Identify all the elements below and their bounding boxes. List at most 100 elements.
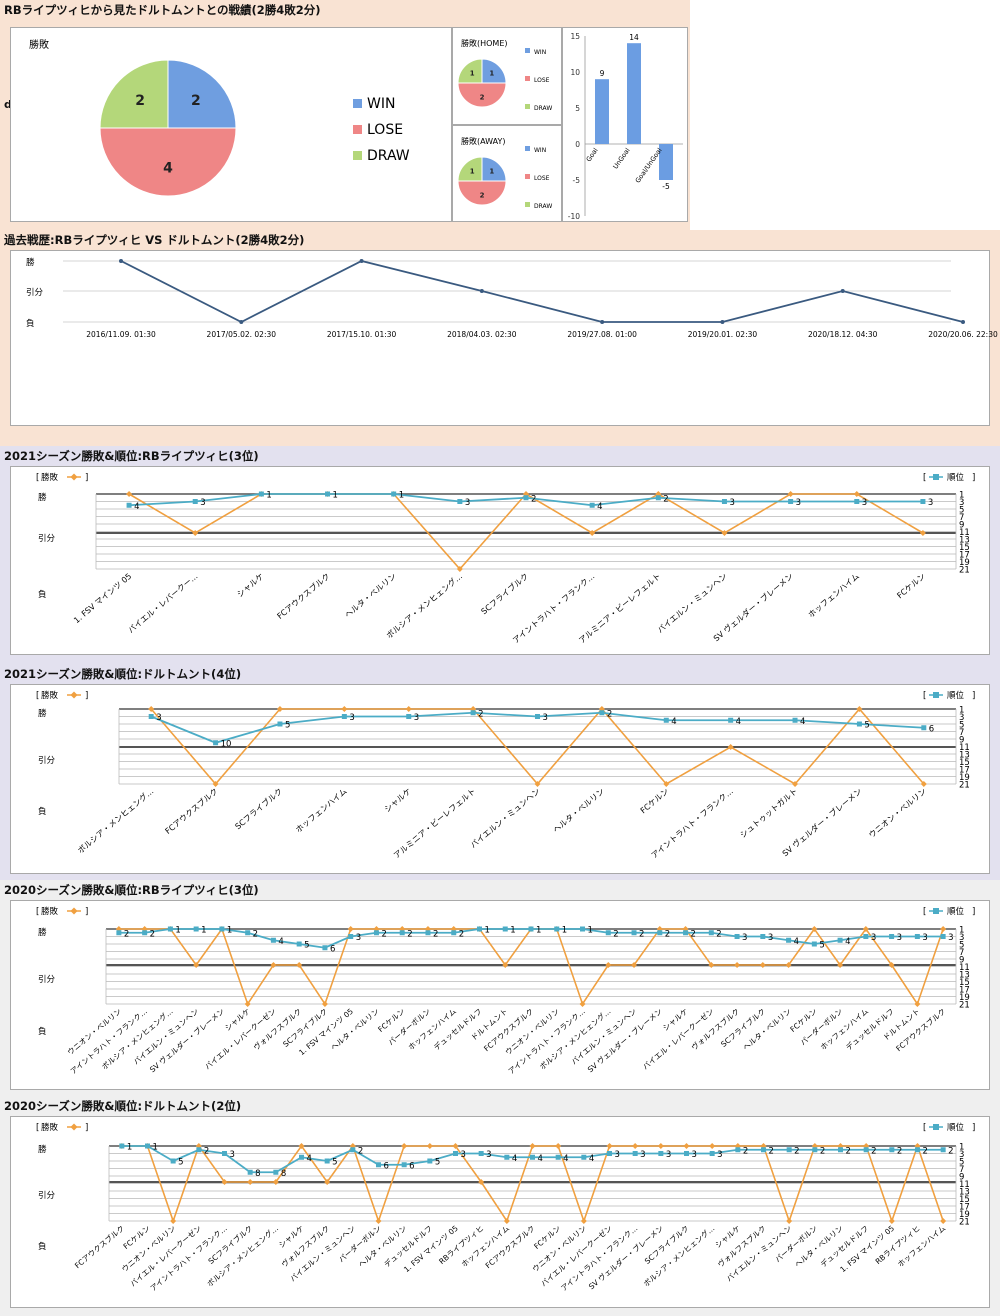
rb2021-rank-label: 3 bbox=[729, 498, 734, 508]
bvb2021-rank-point bbox=[663, 717, 669, 723]
bvb2021-result-point bbox=[792, 781, 799, 787]
rb2021-rank-point bbox=[721, 499, 727, 504]
bvb2021-rank-label: 3 bbox=[156, 713, 161, 723]
pie-overall-title: 勝敗 bbox=[29, 38, 49, 51]
bvb2020-ytick-right: 1 bbox=[959, 1143, 964, 1153]
bvb2020-rank-label: 1 bbox=[153, 1143, 158, 1153]
bvb2020-rank-point bbox=[478, 1151, 484, 1156]
bvb2020-rank-point bbox=[324, 1158, 330, 1164]
bvb2020-rank-point bbox=[581, 1154, 587, 1160]
bar-ytick: 15 bbox=[570, 32, 580, 41]
bvb2020-rank-label: 5 bbox=[178, 1158, 183, 1168]
rb2020-rank-label: 2 bbox=[433, 929, 438, 939]
rb2020-legend-right-marker bbox=[933, 908, 939, 914]
rb2020-legend-left-bracket-open: [ bbox=[36, 907, 39, 917]
rb2020-result-point bbox=[579, 1001, 586, 1007]
bvb2020-rank-label: 4 bbox=[589, 1154, 594, 1164]
pie-away-title: 勝敗(AWAY) bbox=[461, 136, 506, 146]
pie-home-legend-swatch-win bbox=[525, 48, 530, 53]
bvb2021-rank-label: 6 bbox=[929, 724, 934, 734]
bar-ytick: 10 bbox=[570, 68, 580, 77]
section-2021-bvb: 2021シーズン勝敗&順位:ドルトムント(4位) [勝敗][順位] 1 3 5 7 9 11… bbox=[0, 666, 1000, 880]
bvb2020-rank-label: 3 bbox=[717, 1150, 722, 1160]
rb2021-rank-point bbox=[325, 491, 331, 497]
rb2020-result-point bbox=[244, 1001, 251, 1007]
rb2020-ytick-right: 17 bbox=[959, 986, 970, 996]
rb2020-ytick-right: 5 bbox=[959, 941, 964, 951]
pie-away-legend-win: WIN bbox=[534, 147, 546, 154]
legend-label-draw: DRAW bbox=[367, 148, 410, 164]
bvb2020-category: パーダーボルン bbox=[773, 1223, 820, 1264]
pie-away-slice-draw bbox=[457, 156, 483, 182]
pie-away-label-draw: 1 bbox=[470, 168, 475, 176]
bvb2020-rank-point bbox=[555, 1154, 561, 1160]
rb2021-result-point bbox=[721, 530, 728, 536]
rb2020-rank-label: 3 bbox=[897, 933, 902, 943]
rb2020-rank-label: 5 bbox=[304, 941, 309, 951]
bvb2021-ytick-right: 9 bbox=[959, 736, 964, 746]
section-2021-rb: 2021シーズン勝敗&順位:RBライプツィヒ(3位) [勝敗][順位] 1 3 5 7 9… bbox=[0, 446, 1000, 666]
bvb2020-title: 2020シーズン勝敗&順位:ドルトムント(2位) bbox=[4, 1099, 242, 1113]
rb2021-category: シャルケ bbox=[235, 572, 265, 599]
bvb2020-rank-point bbox=[684, 1151, 689, 1156]
bvb2020-result-point bbox=[426, 1143, 433, 1149]
pie-overall-label-lose: 4 bbox=[163, 161, 173, 177]
legend-label-lose: LOSE bbox=[367, 122, 403, 138]
bvb2020-ytick-left: 引分 bbox=[38, 1191, 56, 1201]
bvb2020-rank-label: 8 bbox=[281, 1169, 286, 1179]
rb2020-result-point bbox=[785, 962, 792, 968]
history-xtick: 2018/04.03. 02:30 bbox=[447, 330, 517, 339]
rb2020-rank-label: 3 bbox=[871, 933, 876, 943]
bvb2021-ytick-left: 勝 bbox=[38, 708, 47, 719]
bvb2021-ytick-right: 11 bbox=[959, 743, 970, 753]
history-point bbox=[239, 320, 244, 324]
bvb2020-rank-label: 4 bbox=[538, 1154, 543, 1164]
rb2021-legend-right-bracket-open: [ bbox=[923, 473, 926, 483]
bvb2021-legend-left-bracket-open: [ bbox=[36, 691, 39, 701]
rb2020-rank-point bbox=[837, 937, 843, 943]
rb2020-rank-label: 1 bbox=[562, 926, 567, 936]
rb2020-result-point bbox=[270, 962, 277, 968]
rb2020-result-point bbox=[837, 962, 844, 968]
bvb2020-rank-label: 2 bbox=[769, 1146, 774, 1156]
side-letter: d bbox=[4, 98, 12, 111]
rb2021-rank-point bbox=[920, 499, 926, 504]
pie-away-label-win: 1 bbox=[489, 168, 494, 176]
rb2020-rank-point bbox=[296, 941, 302, 947]
bvb2020-rank-point bbox=[350, 1147, 356, 1153]
rb2020-rank-label: 2 bbox=[381, 929, 386, 939]
bar-category-0: Goal bbox=[585, 146, 600, 163]
bvb2020-legend-right-marker bbox=[933, 1124, 939, 1130]
pie-away-label-lose: 2 bbox=[480, 191, 485, 199]
bvb2021-rank-label: 2 bbox=[478, 709, 483, 719]
bar-panel: 15 10 5 0 -5 -10 9 Goal 14 UnGoal -5 Goal/UnGoal bbox=[562, 27, 688, 222]
rb2020-result-point bbox=[811, 926, 818, 932]
bvb2020-legend-left-label: 勝敗 bbox=[41, 1122, 59, 1133]
history-point bbox=[479, 289, 484, 293]
rb2020-rank-label: 3 bbox=[922, 933, 927, 943]
rb2020-rank-point bbox=[889, 934, 895, 939]
pie-away-panel: 勝敗(AWAY) 1 2 1 WIN LOSE DRAW bbox=[452, 125, 562, 222]
bvb2021-rank-label: 2 bbox=[607, 709, 612, 719]
pie-overall-panel: 勝敗 2 4 2 WIN LOSE DRAW bbox=[10, 27, 452, 222]
rb2021-rank-label: 3 bbox=[465, 498, 470, 508]
rb2020-ytick-right: 7 bbox=[959, 948, 964, 958]
rb2021-category: 1. FSV マインツ 05 bbox=[72, 572, 133, 625]
bvb2020-rank-label: 2 bbox=[794, 1146, 799, 1156]
rb2021-rank-label: 1 bbox=[266, 491, 271, 501]
bar-2 bbox=[659, 144, 673, 180]
rb2020-result-point bbox=[759, 962, 766, 968]
bvb2021-ytick-right: 13 bbox=[959, 751, 970, 761]
rb2020-legend-right-bracket-close: ] bbox=[972, 907, 975, 917]
rb2020-legend-left-marker bbox=[70, 907, 78, 915]
bvb2021-ytick-left: 負 bbox=[38, 806, 47, 817]
bvb2020-rank-label: 3 bbox=[692, 1150, 697, 1160]
rb2021-legend-left-marker bbox=[70, 473, 78, 481]
bvb2020-rank-point bbox=[786, 1147, 792, 1153]
rb2021-legend-left-bracket-open: [ bbox=[36, 473, 39, 483]
rb2021-rank-label: 4 bbox=[597, 502, 602, 512]
